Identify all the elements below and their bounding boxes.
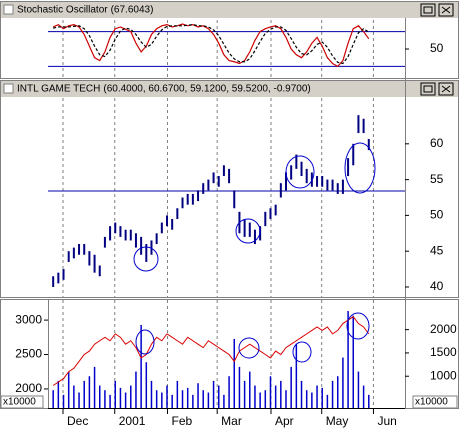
panel-icon <box>3 4 14 15</box>
chart-subtitle: (60.4000, 60.6700, 59.1200, 59.5200, -0.… <box>103 84 310 95</box>
panel-frame <box>0 1 459 79</box>
annotation-circle <box>235 218 261 244</box>
unit-box <box>412 395 458 409</box>
title-bar <box>1 2 458 18</box>
y-tick-label: 45 <box>430 243 444 257</box>
y-tick-label: 2500 <box>15 347 42 361</box>
y-tick-label: 40 <box>430 279 444 293</box>
x-tick-label: Mar <box>221 414 242 428</box>
panel-frame <box>0 80 459 298</box>
y-tick-label: 50 <box>430 41 444 55</box>
y-tick-label: 3000 <box>15 312 42 326</box>
annotation-circle <box>133 246 159 272</box>
x-tick-label: 2001 <box>119 414 146 428</box>
plot-area: Stochastic Oscillator (67.6043) 50 INTL GAM… <box>0 5 458 428</box>
chart-title: Stochastic Oscillator <box>17 5 108 16</box>
button-glyph <box>423 6 451 93</box>
y-tick-label: 55 <box>430 172 444 186</box>
minimize-button[interactable] <box>420 82 436 96</box>
y-unit-label: x10000 <box>3 397 36 408</box>
x-tick-label: Jun <box>377 414 396 428</box>
y-tick-label: 2000 <box>15 381 42 395</box>
annotations <box>133 142 376 363</box>
unit-box <box>0 395 44 409</box>
x-tick-label: Feb <box>172 414 193 428</box>
x-tick-label: Dec <box>67 414 88 428</box>
y-tick-label: 60 <box>430 136 444 150</box>
y-tick-label: 50 <box>430 208 444 222</box>
y2-tick-label: 1000 <box>430 368 457 382</box>
annotation-circle <box>285 155 315 189</box>
stochastic-line <box>53 24 370 65</box>
average-line <box>52 315 370 386</box>
annotation-circle <box>344 142 376 194</box>
window-buttons[interactable] <box>420 3 454 96</box>
y2-unit-label: x10000 <box>415 397 448 408</box>
annotation-circle <box>346 312 370 340</box>
annotation-circle <box>135 329 155 355</box>
y2-tick-label: 2000 <box>430 322 457 336</box>
chart-subtitle: (67.6043) <box>111 5 154 16</box>
panel-icon <box>3 83 14 94</box>
title-bar <box>1 81 458 97</box>
chart-title: INTL GAME TECH <box>17 84 100 95</box>
annotation-circle <box>238 337 260 359</box>
stochastic-line <box>52 23 370 68</box>
y2-tick-label: 1500 <box>430 345 457 359</box>
annotation-circle <box>292 341 312 363</box>
x-tick-label: Apr <box>275 414 294 428</box>
minimize-button[interactable] <box>420 3 436 17</box>
x-tick-label: May <box>326 414 349 428</box>
